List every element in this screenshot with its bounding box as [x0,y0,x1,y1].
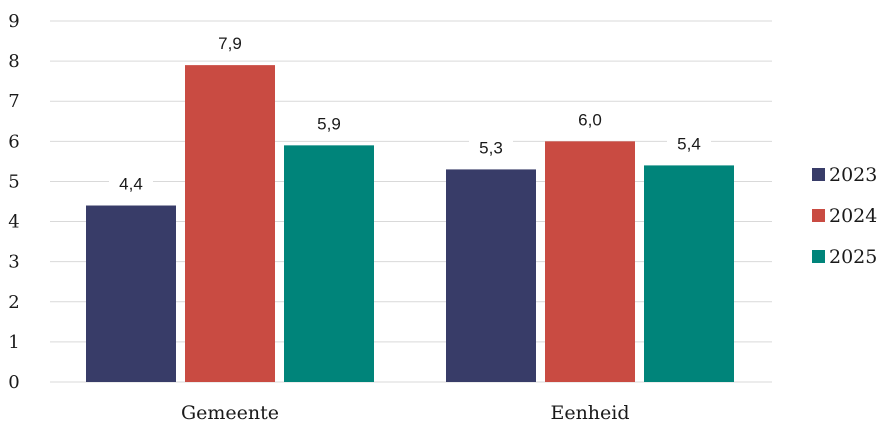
bar-2023-eenheid [446,169,536,382]
data-label: 5,3 [479,138,503,157]
y-tick-label: 6 [8,131,19,152]
legend-label: 2025 [829,246,877,268]
x-category-label: Gemeente [181,402,279,424]
data-label-background [307,110,351,137]
y-tick-label: 9 [8,11,19,32]
legend-swatch [812,209,825,222]
y-axis-ticks: 0 1 2 3 4 5 6 7 8 9 [8,11,19,393]
bar-2025-eenheid [644,165,734,382]
y-tick-label: 7 [8,91,19,112]
y-tick-label: 0 [8,372,19,393]
data-labels: 4,4 7,9 5,9 5,3 6,0 5,4 [109,30,711,197]
bar-2024-gemeente [185,65,275,382]
data-label: 5,4 [677,134,701,153]
bar-2023-gemeente [86,205,176,382]
data-label-background [667,130,711,157]
bars [86,65,734,382]
legend: 2023 2024 2025 [812,164,877,268]
x-axis-categories: Gemeente Eenheid [181,402,630,424]
data-label-background [568,106,612,133]
x-category-label: Eenheid [550,402,629,424]
data-label: 4,4 [119,175,143,194]
y-tick-label: 2 [8,292,19,313]
bar-2024-eenheid [545,141,635,382]
data-label: 7,9 [218,34,242,53]
legend-swatch [812,250,825,263]
y-tick-label: 3 [8,252,19,273]
data-label-background [109,170,153,197]
data-label: 5,9 [317,114,341,133]
y-tick-label: 1 [8,332,19,353]
y-tick-label: 4 [8,212,19,233]
legend-swatch [812,168,825,181]
y-tick-label: 8 [8,51,19,72]
bar-2025-gemeente [284,145,374,382]
data-label: 6,0 [578,110,602,129]
data-label-background [208,30,252,57]
data-label-background [469,134,513,161]
y-tick-label: 5 [8,171,19,192]
legend-label: 2024 [829,205,877,227]
legend-label: 2023 [829,164,877,186]
